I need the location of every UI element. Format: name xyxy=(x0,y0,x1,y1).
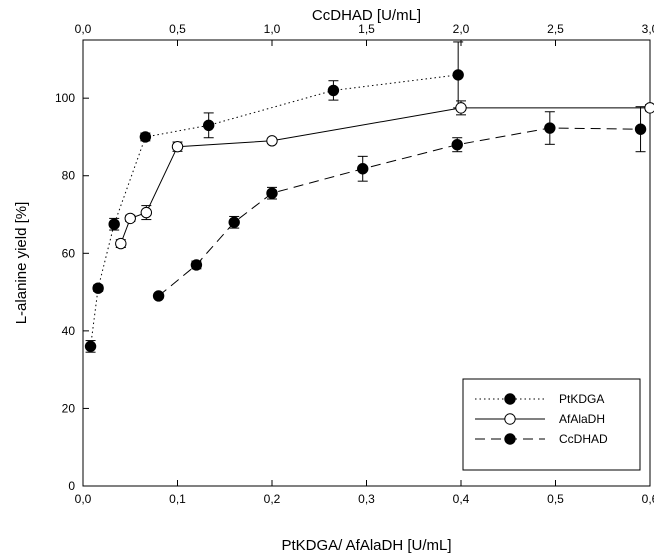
data-point xyxy=(92,282,104,294)
data-point xyxy=(644,102,654,114)
y-tick-label: 80 xyxy=(62,169,76,183)
legend-marker-ptkdga xyxy=(504,393,516,405)
series-line-ccdhad xyxy=(158,127,641,297)
data-point xyxy=(139,131,152,143)
data-point xyxy=(266,135,278,147)
data-point xyxy=(190,259,203,271)
data-point xyxy=(124,212,136,225)
x-tick-label: 0,5 xyxy=(547,492,564,506)
data-point xyxy=(544,122,556,134)
x-tick-label: 0,0 xyxy=(75,492,92,506)
x-tick-label: 0,3 xyxy=(358,492,375,506)
legend-label-afaladh: AfAlaDH xyxy=(559,412,605,426)
x2-tick-label: 2,5 xyxy=(547,22,564,36)
y-axis-title: L-alanine yield [%] xyxy=(13,202,30,325)
x-tick-label: 0,4 xyxy=(453,492,470,506)
data-point xyxy=(140,206,153,219)
data-point xyxy=(455,102,467,114)
series-afaladh xyxy=(115,100,654,250)
legend-marker-afaladh xyxy=(504,413,516,425)
y-tick-label: 0 xyxy=(68,479,75,493)
x2-tick-label: 3,0 xyxy=(642,22,654,36)
data-point xyxy=(228,216,240,228)
y-tick-label: 20 xyxy=(62,401,76,415)
x2-tick-label: 0,0 xyxy=(75,22,92,36)
data-point xyxy=(357,163,369,175)
legend-label-ptkdga: PtKDGA xyxy=(559,392,604,406)
x-tick-label: 0,2 xyxy=(264,492,281,506)
x2-tick-label: 0,5 xyxy=(169,22,186,36)
x-tick-label: 0,1 xyxy=(169,492,186,506)
data-point xyxy=(202,119,215,132)
data-point xyxy=(452,69,464,81)
x2-tick-label: 1,0 xyxy=(264,22,281,36)
data-point xyxy=(171,140,184,153)
y-tick-label: 100 xyxy=(55,91,75,105)
x-tick-label: 0,6 xyxy=(642,492,654,506)
y-tick-label: 60 xyxy=(62,246,76,260)
x2-tick-label: 1,5 xyxy=(358,22,375,36)
legend-label-ccdhad: CcDHAD xyxy=(559,432,608,446)
x2-axis-title: CcDHAD [U/mL] xyxy=(312,7,421,24)
data-point xyxy=(108,218,120,230)
series-line-afaladh xyxy=(120,107,650,244)
data-point xyxy=(115,237,127,250)
data-point xyxy=(152,290,165,302)
legend-marker-ccdhad xyxy=(504,433,516,445)
x-axis-title: PtKDGA/ AfAlaDH [U/mL] xyxy=(281,537,451,554)
data-point xyxy=(84,340,97,353)
data-point xyxy=(327,84,340,97)
y-tick-label: 40 xyxy=(62,324,76,338)
series-ptkdga xyxy=(84,41,464,353)
legend-box xyxy=(462,378,641,471)
x2-tick-label: 2,0 xyxy=(453,22,470,36)
series-ccdhad xyxy=(152,106,647,302)
data-point xyxy=(634,123,647,135)
data-point xyxy=(266,187,278,199)
data-point xyxy=(451,139,463,151)
